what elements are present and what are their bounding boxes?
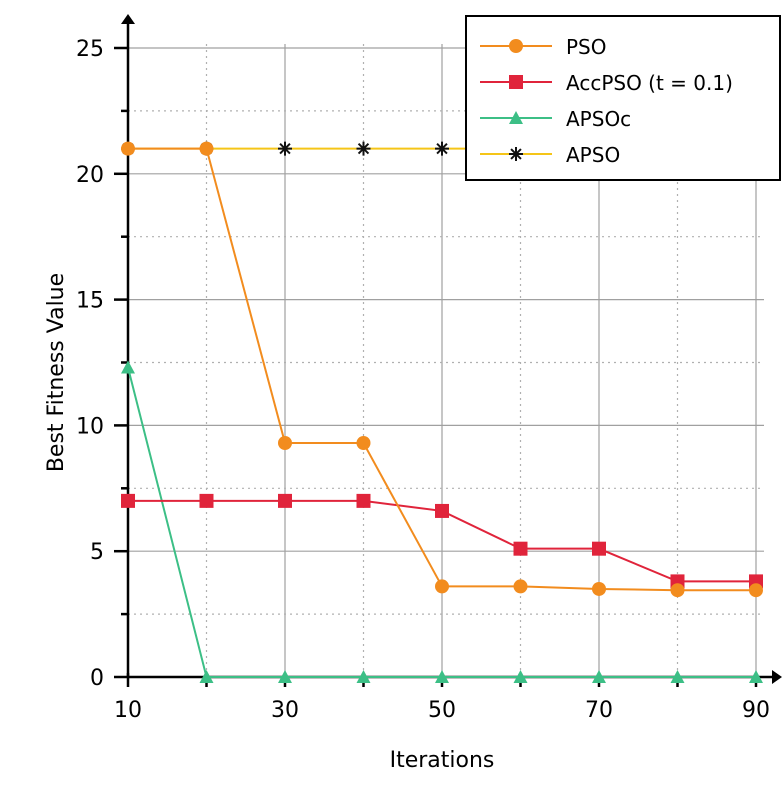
y-tick-label: 15 bbox=[76, 289, 104, 314]
star-stroke bbox=[510, 148, 522, 160]
x-tick-label: 30 bbox=[271, 698, 299, 723]
x-tick-label: 50 bbox=[428, 698, 456, 723]
star-stroke bbox=[357, 142, 370, 155]
data-point bbox=[278, 670, 292, 683]
data-point bbox=[278, 493, 292, 508]
legend-label: APSO bbox=[566, 143, 620, 167]
legend-item: AccPSO (t = 0.1) bbox=[480, 71, 733, 95]
data-point bbox=[749, 670, 763, 683]
legend-marker bbox=[509, 111, 523, 124]
data-point bbox=[278, 141, 292, 156]
y-axis-label: Best Fitness Value bbox=[44, 273, 69, 472]
tick-labels: 0 5 10 15 20 25 10 30 50 70 90 bbox=[76, 37, 770, 723]
legend: PSO AccPSO (t = 0.1) APSOc APSO bbox=[465, 15, 781, 181]
series-layer bbox=[121, 141, 763, 683]
series-accpso-t-0-1- bbox=[121, 493, 763, 589]
x-tick-label: 90 bbox=[742, 698, 770, 723]
data-point bbox=[749, 583, 763, 598]
data-point bbox=[356, 670, 371, 683]
data-point bbox=[435, 670, 449, 683]
y-tick-label: 25 bbox=[76, 37, 104, 62]
y-tick-label: 20 bbox=[76, 163, 104, 188]
data-point bbox=[513, 670, 528, 683]
data-point bbox=[199, 141, 214, 156]
data-point bbox=[513, 579, 528, 594]
data-point bbox=[356, 436, 371, 451]
series-pso bbox=[121, 141, 763, 598]
data-point bbox=[670, 670, 685, 683]
data-point bbox=[199, 493, 214, 508]
y-tick-label: 10 bbox=[76, 414, 104, 439]
y-tick-label: 5 bbox=[90, 540, 104, 565]
y-tick-label: 0 bbox=[90, 666, 104, 691]
legend-marker bbox=[509, 39, 523, 53]
data-point bbox=[121, 141, 135, 156]
legend-label: PSO bbox=[566, 35, 607, 59]
star-stroke bbox=[279, 142, 291, 155]
legend-item: APSO bbox=[480, 143, 620, 167]
star-stroke bbox=[436, 142, 448, 155]
legend-label: APSOc bbox=[566, 107, 631, 131]
legend-marker bbox=[509, 147, 523, 161]
data-point bbox=[199, 670, 214, 683]
x-axis-arrow bbox=[772, 670, 782, 684]
data-point bbox=[435, 579, 449, 594]
data-point bbox=[121, 493, 135, 508]
data-point bbox=[278, 436, 292, 451]
legend-label: AccPSO (t = 0.1) bbox=[566, 71, 733, 95]
series-apsoc bbox=[121, 360, 763, 683]
data-point bbox=[513, 541, 528, 556]
data-point bbox=[435, 141, 449, 156]
data-point bbox=[592, 670, 606, 683]
data-point bbox=[670, 583, 685, 598]
data-point bbox=[592, 581, 606, 596]
data-point bbox=[356, 493, 371, 508]
legend-marker bbox=[509, 75, 523, 89]
y-axis-arrow bbox=[121, 14, 135, 24]
data-point bbox=[592, 541, 606, 556]
data-point bbox=[356, 141, 371, 156]
data-point bbox=[121, 360, 135, 374]
legend-item: APSOc bbox=[480, 107, 631, 131]
x-tick-label: 10 bbox=[114, 698, 142, 723]
legend-item: PSO bbox=[480, 35, 607, 59]
data-point bbox=[435, 503, 449, 518]
x-axis-label: Iterations bbox=[390, 748, 495, 773]
x-tick-label: 70 bbox=[585, 698, 613, 723]
